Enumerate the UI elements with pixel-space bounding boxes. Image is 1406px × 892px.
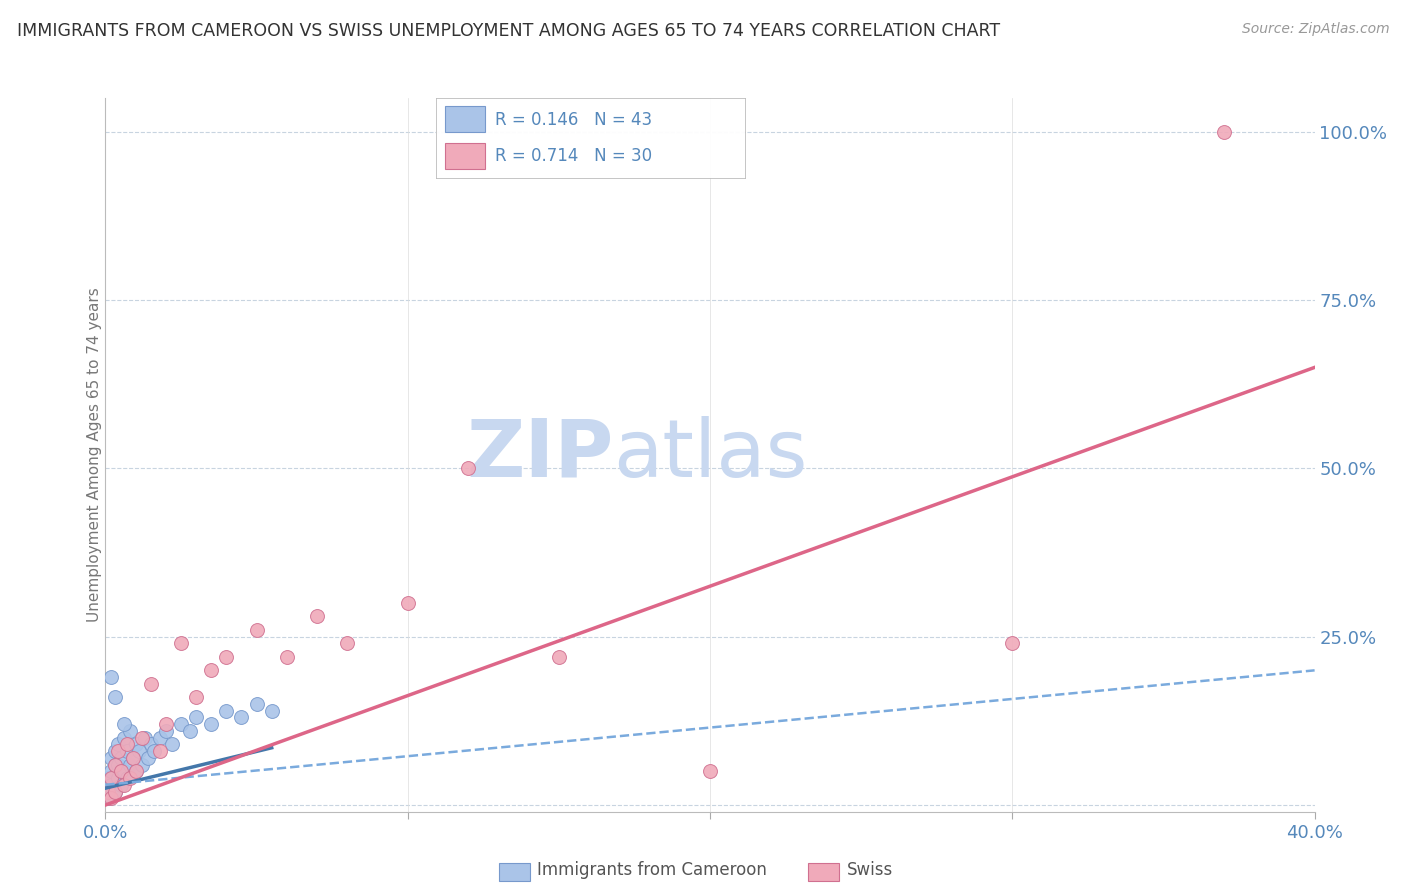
Point	[231, 710, 253, 724]
Point	[149, 731, 172, 745]
Text: atlas: atlas	[613, 416, 807, 494]
Point	[155, 717, 177, 731]
Point	[121, 751, 143, 765]
Point	[97, 771, 120, 785]
Point	[128, 744, 150, 758]
Point	[179, 723, 201, 738]
Point	[110, 764, 132, 779]
Point	[200, 717, 222, 731]
Point	[100, 778, 122, 792]
Point	[125, 738, 148, 752]
Point	[121, 751, 143, 765]
Point	[131, 731, 153, 745]
Point	[186, 690, 208, 705]
Point	[131, 757, 153, 772]
Point	[215, 704, 238, 718]
Point	[103, 744, 125, 758]
Point	[699, 764, 721, 779]
Point	[276, 649, 298, 664]
Point	[155, 723, 177, 738]
Point	[1001, 636, 1024, 650]
Point	[107, 744, 129, 758]
Point	[170, 636, 193, 650]
Point	[112, 778, 135, 792]
Point	[103, 757, 125, 772]
Point	[118, 771, 141, 785]
Text: Swiss: Swiss	[846, 861, 893, 879]
Point	[125, 764, 148, 779]
Point	[103, 757, 125, 772]
Point	[118, 757, 141, 772]
Text: Source: ZipAtlas.com: Source: ZipAtlas.com	[1241, 22, 1389, 37]
Point	[246, 623, 269, 637]
Point	[139, 677, 162, 691]
Point	[125, 764, 148, 779]
Point	[100, 751, 122, 765]
Text: Immigrants from Cameroon: Immigrants from Cameroon	[537, 861, 766, 879]
Point	[115, 744, 138, 758]
Point	[246, 697, 269, 711]
Point	[307, 609, 329, 624]
Point	[103, 784, 125, 798]
Point	[457, 461, 479, 475]
Text: R = 0.714   N = 30: R = 0.714 N = 30	[495, 147, 652, 165]
Text: IMMIGRANTS FROM CAMEROON VS SWISS UNEMPLOYMENT AMONG AGES 65 TO 74 YEARS CORRELA: IMMIGRANTS FROM CAMEROON VS SWISS UNEMPL…	[17, 22, 1000, 40]
Point	[100, 771, 122, 785]
Point	[186, 710, 208, 724]
Point	[97, 791, 120, 805]
Point	[107, 757, 129, 772]
Point	[118, 723, 141, 738]
Point	[170, 717, 193, 731]
Point	[103, 690, 125, 705]
Point	[200, 664, 222, 678]
Point	[336, 636, 359, 650]
Point	[136, 751, 159, 765]
Point	[97, 784, 120, 798]
Y-axis label: Unemployment Among Ages 65 to 74 years: Unemployment Among Ages 65 to 74 years	[87, 287, 101, 623]
Point	[110, 778, 132, 792]
Point	[103, 784, 125, 798]
Point	[107, 738, 129, 752]
Point	[260, 704, 283, 718]
Point	[548, 649, 571, 664]
Point	[100, 764, 122, 779]
Point	[115, 738, 138, 752]
Bar	[446, 143, 485, 169]
Point	[134, 731, 156, 745]
Point	[142, 744, 165, 758]
Point	[107, 771, 129, 785]
Point	[396, 596, 419, 610]
Text: R = 0.146   N = 43: R = 0.146 N = 43	[495, 111, 652, 128]
Point	[115, 771, 138, 785]
Point	[97, 784, 120, 798]
Text: ZIP: ZIP	[465, 416, 613, 494]
Bar	[446, 106, 485, 132]
Point	[112, 717, 135, 731]
Point	[149, 744, 172, 758]
Point	[112, 731, 135, 745]
Point	[160, 738, 183, 752]
Point	[215, 649, 238, 664]
Point	[112, 764, 135, 779]
Point	[139, 738, 162, 752]
Point	[100, 670, 122, 684]
Point	[1212, 125, 1236, 139]
Point	[100, 791, 122, 805]
Point	[110, 751, 132, 765]
